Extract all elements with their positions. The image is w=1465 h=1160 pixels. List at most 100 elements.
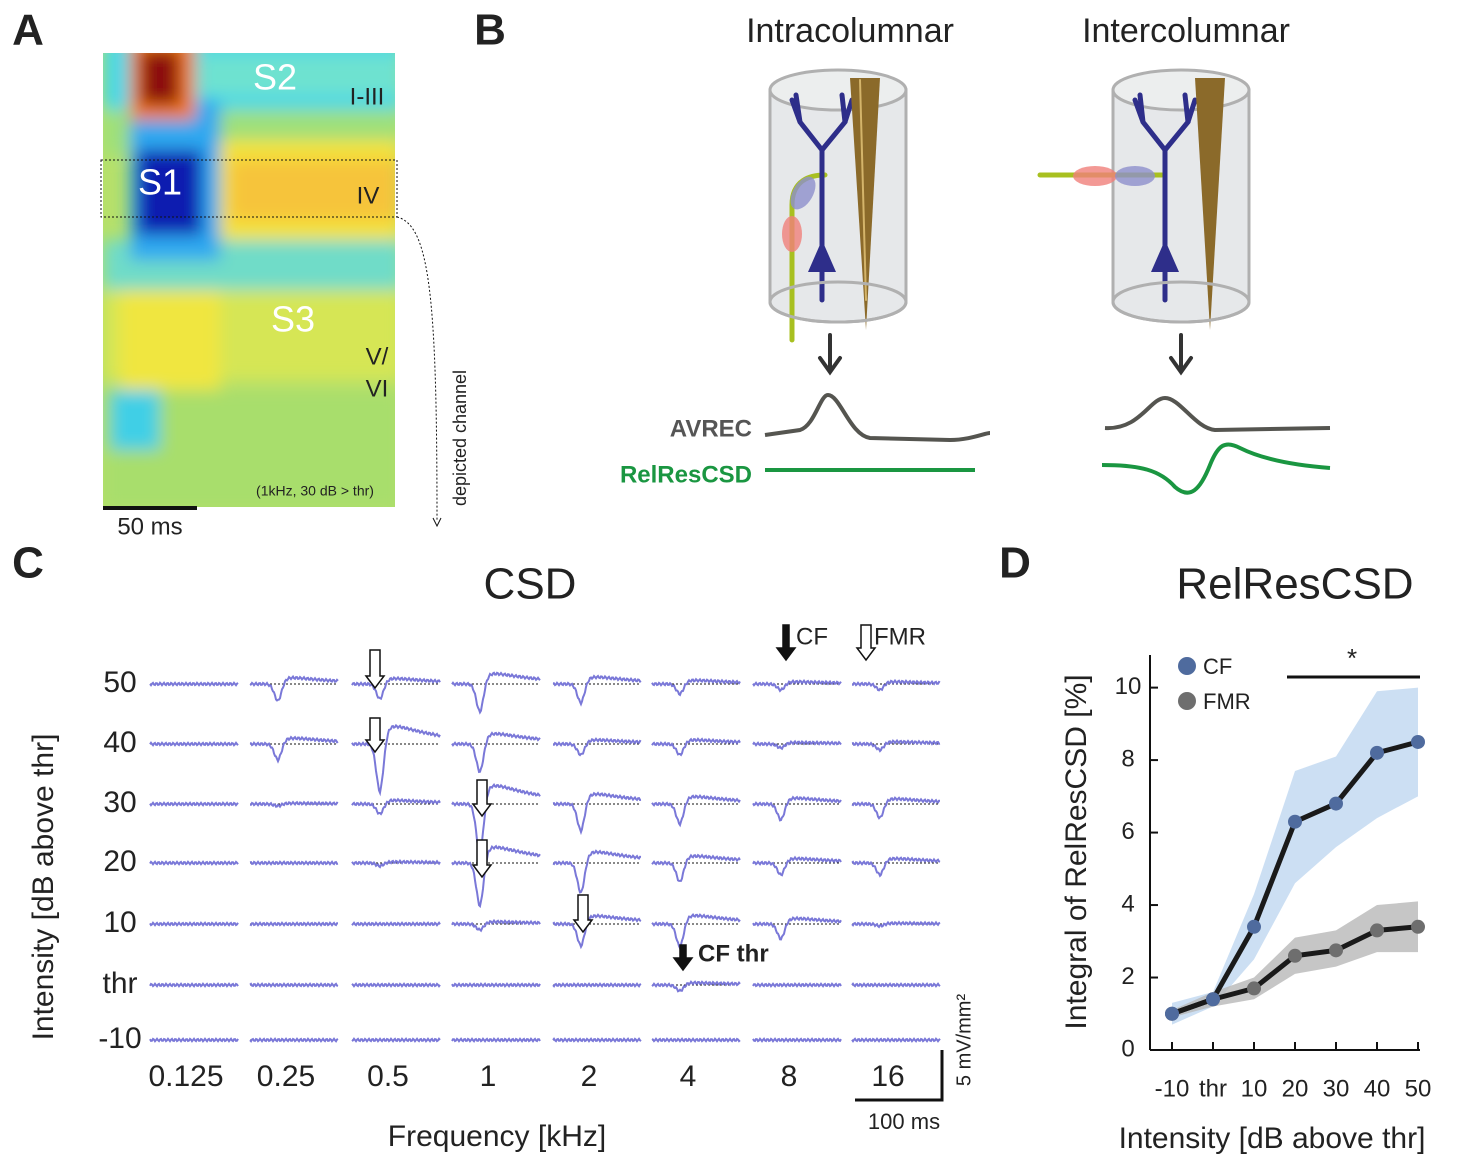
- csd-trace: [752, 1037, 842, 1043]
- scale-bar: [855, 1050, 944, 1102]
- csd-trace: [852, 678, 941, 692]
- region-label: S2: [253, 57, 297, 98]
- csd-trace: [149, 921, 239, 927]
- confidence-band: [1172, 687, 1418, 1025]
- csd-trace: [451, 1037, 541, 1043]
- data-point: [1288, 814, 1302, 829]
- x-tick-label: 16: [871, 1060, 904, 1093]
- y-tick-label: 40: [103, 726, 136, 759]
- csd-trace: [249, 982, 339, 988]
- data-point: [1206, 992, 1220, 1007]
- y-axis-title: Integral of RelResCSD [%]: [1060, 674, 1093, 1029]
- legend-label: CF: [796, 623, 828, 650]
- x-tick-label: 0.25: [257, 1060, 315, 1093]
- csd-trace: [651, 912, 741, 952]
- data-point: [1370, 745, 1384, 760]
- region-label: S3: [271, 299, 315, 340]
- csd-trace: [451, 731, 541, 774]
- layer-label: IV: [357, 182, 380, 209]
- data-point: [1411, 919, 1425, 934]
- csd-trace: [752, 982, 842, 988]
- csd-trace: [149, 681, 239, 687]
- csd-trace: [351, 1037, 441, 1043]
- csd-trace: [351, 858, 441, 869]
- x-tick-label: 0.5: [367, 1060, 409, 1093]
- y-tick-label: 4: [1121, 890, 1134, 917]
- csd-trace: [552, 1037, 642, 1043]
- panel-label: A: [12, 6, 44, 55]
- schema-intercolumnar: [1037, 68, 1251, 376]
- csd-trace: [552, 982, 642, 988]
- y-tick-label: 2: [1121, 963, 1134, 990]
- x-tick-label: thr: [1199, 1075, 1227, 1102]
- csd-trace: [451, 782, 541, 858]
- csd-trace: [249, 1037, 339, 1043]
- legend-label: FMR: [874, 623, 926, 650]
- csd-trace: [752, 795, 842, 822]
- panel-label: B: [474, 6, 506, 55]
- csd-trace: [149, 982, 239, 988]
- x-tick-label: 4: [680, 1060, 697, 1093]
- significance-label: *: [1347, 643, 1357, 673]
- y-tick-label: 6: [1121, 818, 1134, 845]
- csd-trace: [451, 844, 541, 909]
- csd-trace: [553, 737, 642, 757]
- panel-label: C: [12, 539, 44, 588]
- panel-label: D: [999, 539, 1031, 588]
- data-point: [1165, 1006, 1179, 1021]
- data-point: [1288, 948, 1302, 963]
- selected-channel: [100, 159, 398, 218]
- csd-trace: [752, 855, 842, 877]
- schema-title: Intercolumnar: [1082, 12, 1290, 50]
- csd-trace: [249, 921, 338, 927]
- csd-trace: [552, 674, 642, 707]
- y-tick-label: 50: [103, 666, 136, 699]
- data-point: [1329, 796, 1343, 811]
- csd-trace: [851, 796, 940, 820]
- csd-trace: [651, 980, 741, 993]
- channel-label: depicted channel: [450, 370, 470, 506]
- csd-trace: [249, 735, 339, 764]
- y-tick-label: 10: [103, 906, 136, 939]
- csd-trace: [250, 800, 339, 809]
- csd-trace: [651, 677, 741, 697]
- schema-title: Intracolumnar: [746, 12, 954, 50]
- x-axis-title: Intensity [dB above thr]: [1119, 1122, 1426, 1155]
- csd-trace: [552, 913, 642, 950]
- y-tick-label: 30: [103, 786, 136, 819]
- y-tick-label: -10: [98, 1022, 141, 1055]
- csd-grid: 50 40 30 20 10 thr -100.125 0.25 0.5 1 2 4 8 16: [98, 624, 941, 1093]
- y-tick-label: 10: [1115, 673, 1142, 700]
- chart: 0 2 4 6 8 10 -10 thr 10 20 30 40 50 CF FMR: [1115, 654, 1432, 1103]
- x-tick-label: 1: [480, 1060, 497, 1093]
- schema-traces: [764, 392, 1331, 495]
- annotation: CF thr: [698, 940, 769, 967]
- x-tick-label: -10: [1155, 1075, 1190, 1102]
- x-tick-label: 2: [581, 1060, 598, 1093]
- fmr-arrow: [471, 779, 493, 818]
- condition-note: (1kHz, 30 dB > thr): [256, 483, 374, 499]
- csd-trace: [249, 860, 339, 866]
- fmr-arrow: [364, 717, 386, 754]
- csd-trace: [851, 738, 941, 753]
- data-point: [1411, 734, 1425, 749]
- csd-trace: [552, 791, 642, 836]
- csd-trace: [851, 1037, 941, 1043]
- csd-trace: [351, 982, 441, 988]
- cf-arrow: [775, 624, 797, 662]
- layer-label: VI: [366, 375, 389, 402]
- heatmap: [103, 53, 395, 507]
- csd-trace: [851, 920, 941, 929]
- fmr-arrow: [572, 894, 594, 934]
- csd-trace: [451, 671, 541, 715]
- legend-marker: [1178, 657, 1196, 675]
- csd-trace: [249, 674, 339, 702]
- y-axis-title: Intensity [dB above thr]: [27, 734, 60, 1041]
- csd-trace: [351, 723, 441, 797]
- data-point: [1370, 923, 1384, 938]
- csd-trace: [149, 741, 239, 747]
- x-tick-label: 40: [1364, 1075, 1391, 1102]
- csd-trace: [451, 918, 541, 933]
- scale-label: 5 mV/mm²: [953, 994, 975, 1087]
